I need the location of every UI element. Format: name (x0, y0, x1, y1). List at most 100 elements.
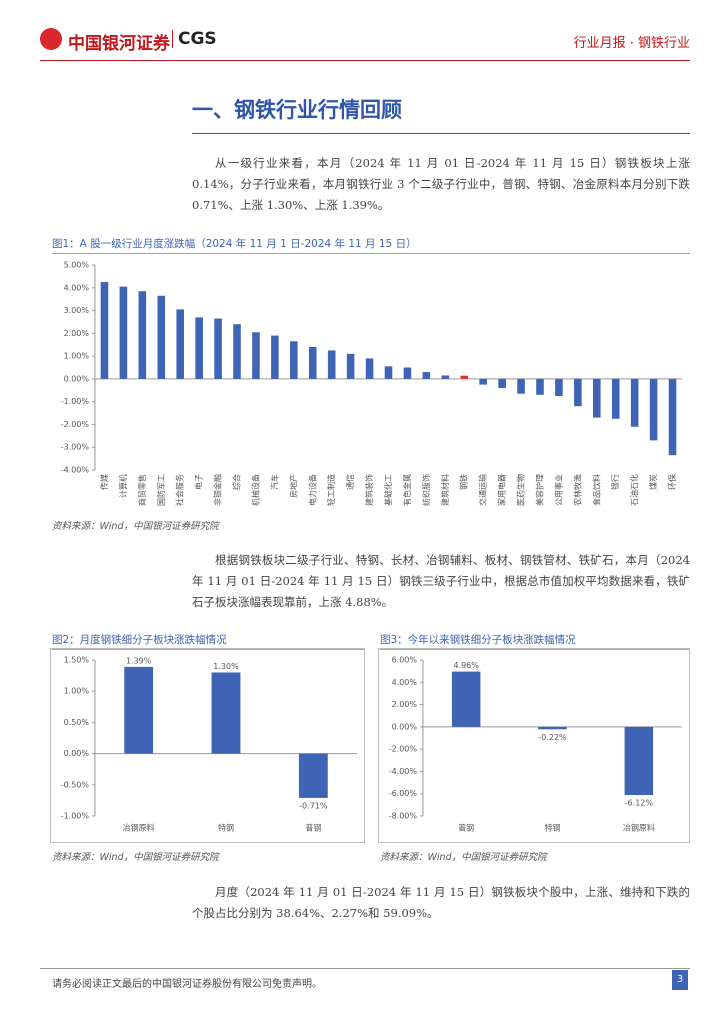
paragraph: 根据钢铁板块二级子行业、特钢、长材、冶钢辅料、板材、钢铁管材、铁矿石，本月（20… (192, 553, 690, 609)
y-tick-label: 5.00% (64, 261, 90, 270)
value-label: -0.22% (538, 733, 567, 742)
bar (630, 378, 639, 427)
y-tick-label: 6.00% (392, 656, 418, 665)
bar (271, 335, 279, 379)
x-tick-label: 社会服务 (175, 474, 185, 506)
x-tick-label: 基础化工 (383, 474, 393, 506)
x-tick-label: 计算机 (118, 474, 128, 498)
figure-title: 图3：今年以来钢铁细分子板块涨跌幅情况 (380, 632, 690, 650)
bar (403, 367, 412, 379)
bar (624, 726, 654, 796)
bar (195, 317, 203, 379)
bar (649, 378, 658, 441)
y-tick-label: 0.00% (64, 749, 90, 758)
x-tick-label: 环保 (667, 474, 677, 490)
y-tick-label: -6.00% (389, 789, 418, 798)
x-tick-label: 建筑装饰 (364, 474, 374, 506)
value-label: 1.30% (213, 662, 239, 671)
x-tick-label: 银行 (610, 474, 620, 490)
y-tick-label: 1.00% (64, 687, 90, 696)
bar (176, 309, 184, 379)
y-tick-label: 0.00% (64, 374, 90, 383)
x-tick-label: 纺织服饰 (421, 474, 431, 506)
x-tick-label: 冶钢原料 (623, 823, 655, 833)
y-tick-label: 1.00% (64, 352, 90, 361)
bar (538, 726, 567, 730)
bar (498, 378, 506, 388)
value-label: -0.71% (299, 801, 328, 810)
x-tick-label: 家用电器 (497, 474, 507, 506)
x-tick-label: 电子 (194, 474, 204, 490)
x-tick-label: 特钢 (218, 823, 234, 833)
x-tick-label: 通信 (345, 474, 355, 490)
bar (157, 295, 166, 379)
y-tick-label: 3.00% (64, 306, 90, 315)
y-tick-label: -1.00% (61, 812, 90, 821)
paragraph: 月度（2024 年 11 月 01 日-2024 年 11 月 15 日）钢铁板… (192, 885, 690, 920)
x-tick-label: 轻工制造 (326, 474, 336, 506)
y-tick-label: 0.50% (64, 718, 90, 727)
y-tick-label: -4.00% (389, 767, 418, 776)
value-label: -6.12% (625, 799, 654, 808)
value-label: 4.96% (453, 661, 479, 670)
bar (422, 372, 431, 379)
y-tick-label: -2.00% (61, 420, 90, 429)
x-tick-label: 美容护理 (534, 474, 544, 506)
paragraph: 从一级行业来看，本月（2024 年 11 月 01 日-2024 年 11 月 … (192, 156, 690, 212)
bar (365, 358, 374, 379)
figure-title: 图2：月度钢铁细分子板块涨跌幅情况 (52, 632, 365, 650)
chart: -1.00% -0.50% 0.00% 0.50% 1.00% 1.50% 冶钢原料 1.39… (50, 648, 365, 843)
y-tick-label: 2.00% (64, 329, 90, 338)
bar (252, 332, 260, 379)
header-rule (40, 60, 690, 61)
logo-icon (40, 28, 62, 50)
footer-rule (40, 968, 690, 969)
x-tick-label: 机械设备 (250, 474, 260, 506)
bar (138, 291, 147, 379)
y-tick-label: 0.00% (392, 722, 418, 731)
logo-en: CGS (178, 29, 217, 49)
x-tick-label: 医药生物 (516, 474, 526, 506)
bar (555, 378, 563, 396)
logo-divider (172, 30, 173, 48)
y-tick-label: -4.00% (61, 466, 90, 475)
chart: -4.00% -3.00% -2.00% -1.00% 0.00% 1.00% 2.00% 3… (61, 261, 682, 506)
bar (668, 378, 677, 456)
bar (233, 324, 241, 379)
page-number: 3 (672, 970, 688, 990)
logo: 中国银河证券 (68, 34, 170, 54)
disclaimer: 请务必阅读正文最后的中国银河证券股份有限公司免责声明。 (52, 979, 322, 990)
bar (574, 378, 582, 407)
x-tick-label: 公用事业 (553, 474, 563, 506)
bar (290, 341, 298, 379)
bar (611, 378, 620, 419)
y-tick-label: -0.50% (61, 780, 90, 789)
x-tick-label: 有色金属 (402, 474, 412, 506)
bar (119, 286, 128, 379)
chart-frame (50, 648, 365, 843)
source: 资料来源：Wind，中国银河证券研究院 (380, 852, 547, 863)
x-tick-label: 非银金融 (213, 474, 223, 506)
chart: -8.00% -6.00% -4.00% -2.00% 0.00% 2.00% 4.00% 6… (378, 648, 690, 843)
bar (100, 282, 109, 379)
value-label: 1.39% (126, 656, 152, 665)
figure-title: 图1：A 股一级行业月度涨跌幅（2024 年 11 月 1 日-2024 年 1… (52, 236, 690, 254)
x-tick-label: 食品饮料 (591, 474, 601, 506)
bar (308, 347, 317, 379)
x-tick-label: 钢铁 (459, 474, 469, 490)
bar (593, 378, 601, 418)
x-tick-label: 石油石化 (629, 474, 639, 506)
bar (327, 350, 336, 379)
x-tick-label: 冶钢原料 (123, 823, 155, 833)
bar (451, 671, 481, 727)
bar (536, 378, 544, 395)
x-tick-label: 农林牧渔 (572, 474, 582, 506)
bar (441, 375, 450, 379)
source: 资料来源：Wind，中国银河证券研究院 (52, 852, 219, 863)
bar (346, 353, 355, 379)
x-tick-label: 国防军工 (156, 474, 166, 506)
y-tick-label: -3.00% (61, 443, 90, 452)
y-tick-label: -1.00% (61, 397, 90, 406)
